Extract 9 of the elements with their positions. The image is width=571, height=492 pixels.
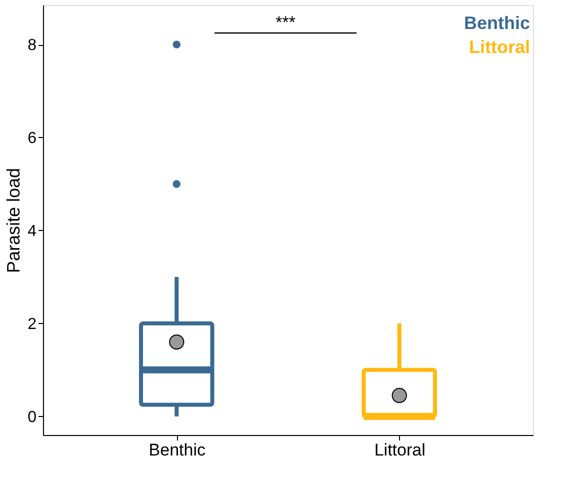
y-tick-label: 2 bbox=[28, 316, 37, 333]
y-tick-label: 4 bbox=[28, 222, 37, 240]
y-axis-title: Parasite load bbox=[4, 168, 24, 274]
annotation: *** bbox=[276, 13, 296, 32]
text: Littoral bbox=[469, 37, 530, 57]
text: Benthic bbox=[464, 13, 530, 33]
y-tick-label: 6 bbox=[28, 130, 37, 147]
y-tick-label: 0 bbox=[28, 408, 37, 426]
y-tick-label: 8 bbox=[28, 37, 37, 54]
